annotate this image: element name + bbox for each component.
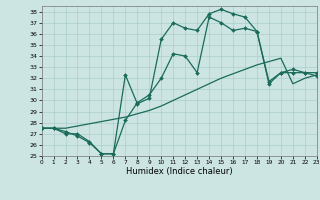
X-axis label: Humidex (Indice chaleur): Humidex (Indice chaleur) bbox=[126, 167, 233, 176]
